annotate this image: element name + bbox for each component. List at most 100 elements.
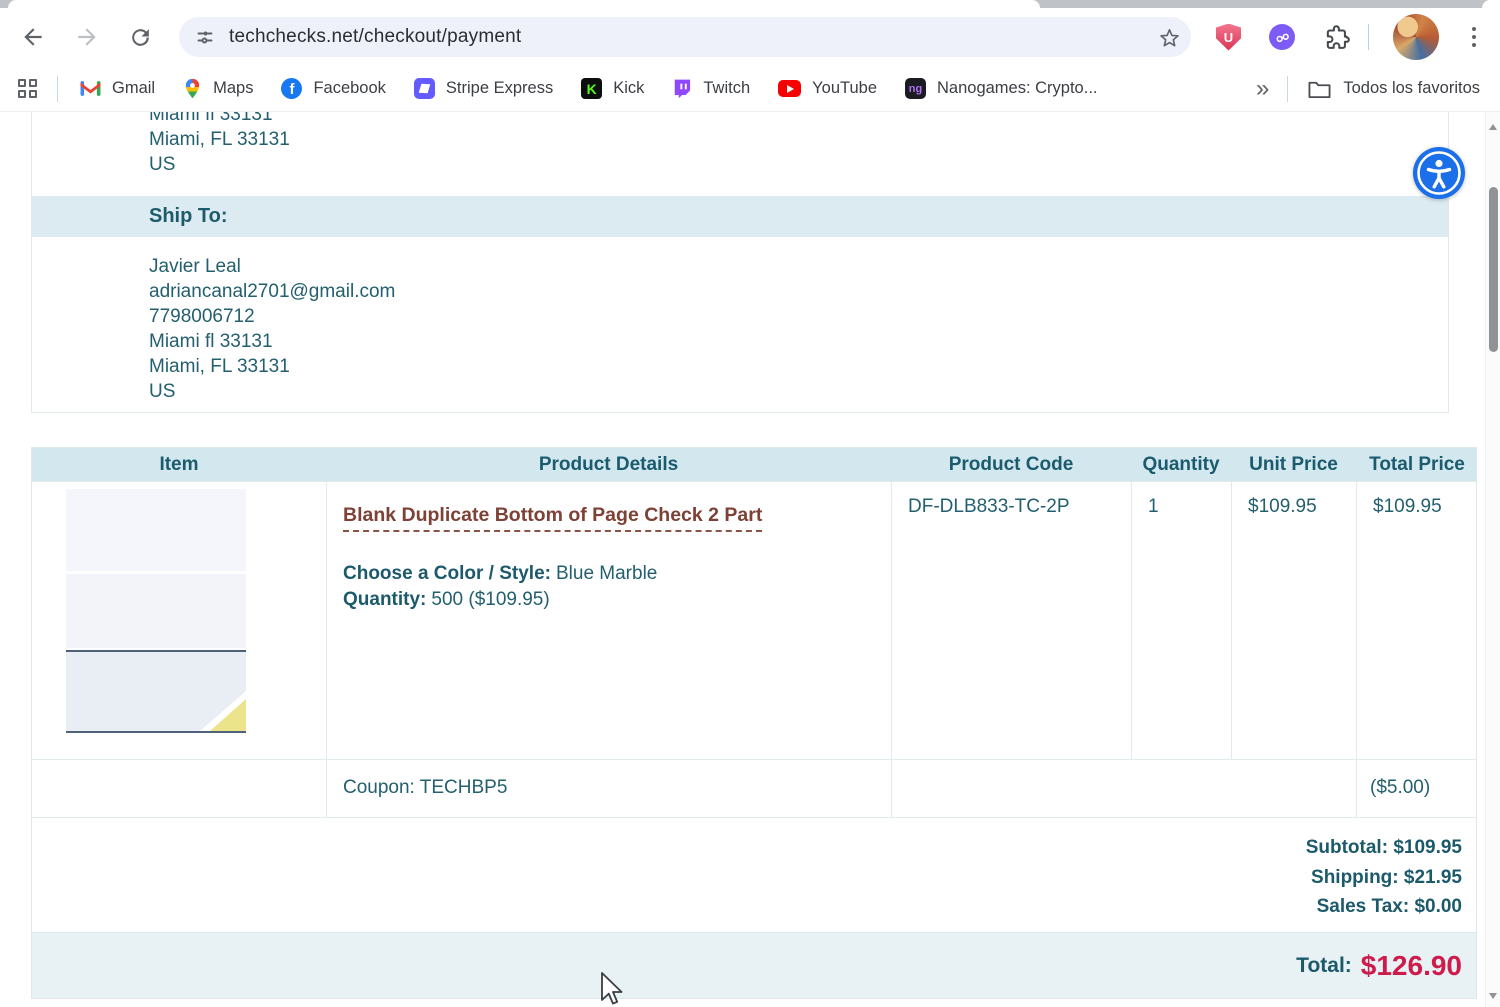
extensions-puzzle-icon [1326, 24, 1350, 49]
sales-tax-line: Sales Tax: $0.00 [1316, 896, 1462, 917]
page-curl-corner [210, 699, 246, 731]
total-price-cell: $109.95 [1356, 482, 1478, 759]
apps-grid-icon[interactable] [18, 79, 37, 98]
subtotal-line: Subtotal: $109.95 [1305, 837, 1462, 858]
bookmark-kick[interactable]: K Kick [581, 78, 644, 99]
bookmark-label: Maps [213, 79, 254, 97]
forward-button[interactable] [74, 24, 100, 50]
forward-icon [78, 28, 96, 46]
coupon-label-cell: Coupon: TECHBP5 [326, 760, 891, 817]
browser-menu-button[interactable] [1465, 27, 1483, 47]
bookmark-stripe-express[interactable]: Stripe Express [413, 78, 553, 99]
bookmark-twitch[interactable]: Twitch [672, 78, 750, 99]
column-header-total-price: Total Price [1369, 454, 1465, 475]
total-label: Total: [1296, 953, 1352, 977]
bookmark-label: Kick [613, 79, 645, 97]
back-icon [24, 28, 42, 46]
product-title-link[interactable]: Blank Duplicate Bottom of Page Check 2 P… [343, 504, 763, 532]
toolbar-separator [1368, 24, 1369, 50]
bookmark-label: YouTube [812, 79, 877, 97]
ship-to-line: Miami, FL 33131 [149, 356, 290, 377]
grand-total-row: Total: $126.90 [32, 932, 1476, 998]
order-items-table: Item Product Details Product Code Quanti… [31, 447, 1477, 999]
twitch-icon [675, 79, 691, 99]
nanogames-icon: ng [905, 78, 926, 99]
scrollbar-down-arrow[interactable] [1489, 993, 1497, 999]
product-details-cell: Blank Duplicate Bottom of Page Check 2 P… [326, 482, 891, 759]
ship-to-line: adriancanal2701@gmail.com [149, 281, 396, 302]
bookmarks-overflow-chevron[interactable]: » [1255, 74, 1270, 102]
accessibility-widget-button[interactable] [1413, 147, 1465, 199]
bookmark-youtube[interactable]: YouTube [778, 79, 877, 98]
coupon-amount-cell: ($5.00) [1356, 760, 1478, 817]
billing-address-block: Miami fl 33131 Miami, FL 33131 US [32, 112, 1448, 196]
bookmark-star-button[interactable] [1158, 26, 1181, 49]
shipping-line: Shipping: $21.95 [1311, 866, 1462, 888]
table-header-row: Item Product Details Product Code Quanti… [32, 448, 1476, 481]
column-header-product-details: Product Details [538, 454, 679, 475]
facebook-icon: f [281, 78, 303, 99]
billing-address-line: Miami fl 33131 [149, 112, 273, 125]
scrollbar-thumb[interactable] [1489, 187, 1498, 352]
site-info-icon[interactable] [195, 27, 215, 47]
accessibility-icon [1417, 151, 1461, 195]
ublock-icon: U [1223, 29, 1234, 45]
url-text[interactable]: techchecks.net/checkout/payment [229, 26, 522, 47]
bookmark-label: Nanogames: Crypto... [937, 79, 1098, 97]
product-option-color: Choose a Color / Style: Blue Marble [343, 563, 658, 584]
ship-to-title: Ship To: [149, 205, 228, 227]
product-image-cell [32, 482, 326, 759]
reload-icon [132, 28, 149, 46]
coupon-row: Coupon: TECHBP5 ($5.00) [32, 759, 1476, 817]
profile-avatar[interactable] [1393, 14, 1439, 60]
stripe-icon [413, 78, 435, 99]
ship-to-line: Javier Leal [149, 256, 241, 277]
gmail-icon [80, 81, 101, 96]
bookmark-facebook[interactable]: f Facebook [281, 78, 386, 99]
ship-to-line: US [149, 381, 176, 402]
unit-price-cell: $109.95 [1231, 482, 1356, 759]
ship-to-line: Miami fl 33131 [149, 331, 273, 352]
bookmark-nanogames[interactable]: ng Nanogames: Crypto... [905, 78, 1098, 99]
coupon-middle-cell [891, 760, 1356, 817]
ship-to-line: 7798006712 [149, 306, 255, 327]
column-header-unit-price: Unit Price [1249, 454, 1338, 475]
page-content: Miami fl 33131 Miami, FL 33131 US Ship T… [0, 112, 1500, 1007]
page-scrollbar[interactable] [1485, 112, 1500, 1007]
order-totals-block: Subtotal: $109.95 Shipping: $21.95 Sales… [32, 817, 1476, 932]
all-favorites-folder[interactable]: Todos los favoritos [1308, 79, 1480, 99]
column-header-product-code: Product Code [948, 454, 1074, 475]
extensions-button[interactable] [1324, 24, 1351, 51]
product-thumbnail[interactable] [66, 489, 246, 733]
ship-to-address-block: Javier Leal adriancanal2701@gmail.com 77… [32, 237, 1448, 404]
privacy-extension-icon [1275, 33, 1289, 42]
active-tab[interactable] [8, 0, 1040, 8]
tab-strip-edge [1482, 0, 1500, 8]
bookmarks-separator [1287, 75, 1289, 102]
column-header-item: Item [159, 454, 199, 475]
url-bar[interactable]: techchecks.net/checkout/payment [179, 17, 1191, 57]
privacy-extension-button[interactable] [1269, 24, 1295, 50]
bookmark-label: Twitch [703, 79, 751, 97]
browser-toolbar: techchecks.net/checkout/payment U [0, 8, 1500, 66]
tab-strip [0, 0, 1500, 8]
scrollbar-up-arrow[interactable] [1489, 124, 1497, 130]
bookmark-label: Gmail [112, 79, 156, 97]
address-panel: Miami fl 33131 Miami, FL 33131 US Ship T… [31, 112, 1449, 413]
bookmark-maps[interactable]: Maps [183, 78, 253, 99]
quantity-cell: 1 [1131, 482, 1231, 759]
ublock-extension-button[interactable]: U [1216, 23, 1241, 51]
youtube-icon [778, 80, 802, 97]
reload-button[interactable] [128, 25, 153, 50]
product-row: Blank Duplicate Bottom of Page Check 2 P… [32, 481, 1476, 759]
column-header-quantity: Quantity [1142, 454, 1220, 475]
total-value: $126.90 [1360, 949, 1462, 981]
back-button[interactable] [20, 24, 46, 50]
coupon-empty-cell [32, 760, 326, 817]
product-option-quantity: Quantity: 500 ($109.95) [343, 589, 550, 610]
bookmark-gmail[interactable]: Gmail [80, 79, 155, 98]
bookmark-label: Facebook [313, 79, 386, 97]
folder-icon [1308, 81, 1331, 98]
product-code-cell: DF-DLB833-TC-2P [891, 482, 1131, 759]
